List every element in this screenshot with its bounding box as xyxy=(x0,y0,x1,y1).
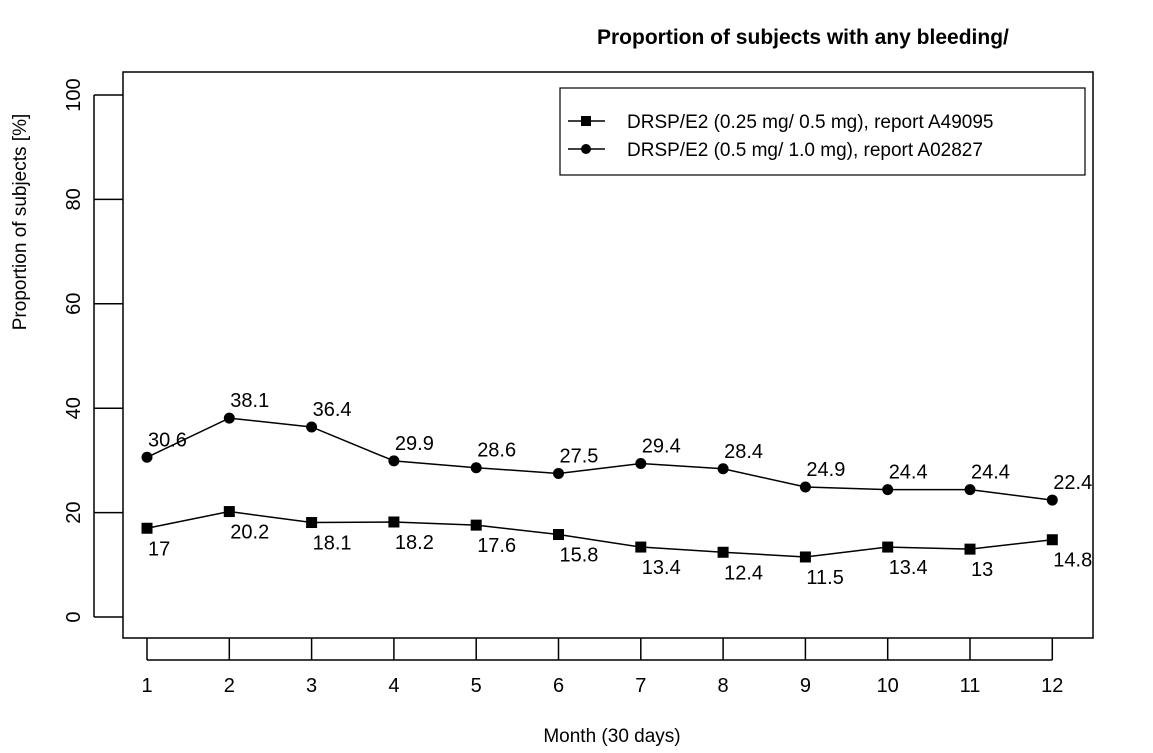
x-tick-label: 10 xyxy=(877,675,899,697)
data-label: 14.8 xyxy=(1053,550,1092,572)
data-point xyxy=(306,517,318,529)
data-label: 17 xyxy=(148,538,170,560)
data-point xyxy=(388,516,400,528)
series-line-1 xyxy=(146,510,1053,558)
data-point xyxy=(964,484,976,496)
data-point xyxy=(388,455,400,467)
data-label: 28.4 xyxy=(724,441,763,463)
data-label: 18.1 xyxy=(313,533,352,555)
x-tick-label: 3 xyxy=(306,675,317,697)
y-tick-label: 0 xyxy=(63,611,85,622)
data-label: 36.4 xyxy=(313,399,352,421)
x-tick-label: 4 xyxy=(388,675,399,697)
data-label: 22.4 xyxy=(1053,472,1092,494)
data-point xyxy=(470,519,482,531)
data-point xyxy=(553,467,564,479)
y-tick-label: 100 xyxy=(63,78,85,111)
data-point xyxy=(223,412,235,424)
chart-title: Proportion of subjects with any bleeding… xyxy=(597,26,1009,49)
data-label: 18.2 xyxy=(395,532,434,554)
x-tick-label: 11 xyxy=(960,675,981,697)
legend-label-series-2: DRSP/E2 (0.5 mg/ 1.0 mg), report A02827 xyxy=(627,140,983,161)
data-point xyxy=(635,458,647,470)
y-axis-title: Proportion of subjects [%] xyxy=(10,114,31,331)
data-point xyxy=(717,463,729,475)
x-axis-title: Month (30 days) xyxy=(543,726,680,747)
data-label: 17.6 xyxy=(477,535,516,557)
legend-marker-series-2 xyxy=(581,144,591,154)
data-point xyxy=(470,462,482,474)
data-label: 30.6 xyxy=(148,429,187,451)
data-label: 29.9 xyxy=(395,433,434,455)
legend-marker-series-1 xyxy=(581,116,591,126)
data-point xyxy=(141,522,153,534)
data-point xyxy=(141,451,153,463)
data-label: 24.9 xyxy=(806,459,845,481)
legend-box xyxy=(559,87,1086,176)
x-tick-label: 8 xyxy=(718,675,729,697)
x-tick-label: 5 xyxy=(471,675,482,697)
legend-label-series-1: DRSP/E2 (0.25 mg/ 0.5 mg), report A49095 xyxy=(627,112,993,133)
x-tick-label: 1 xyxy=(141,675,152,697)
data-label: 38.1 xyxy=(230,390,269,412)
data-point xyxy=(1046,494,1058,506)
data-label: 12.4 xyxy=(724,562,763,584)
y-tick-label: 20 xyxy=(63,501,85,523)
y-tick-label: 60 xyxy=(63,293,85,315)
data-label: 29.4 xyxy=(642,436,681,458)
data-label: 24.4 xyxy=(971,462,1010,484)
data-label-layer: 17 20.2 18.1 18.2 17.6 15.8 13.4 12.4 11.5 13.4 13… xyxy=(148,390,1092,589)
data-label: 13.4 xyxy=(889,557,928,579)
plot-frame xyxy=(122,71,1094,639)
data-label: 13.4 xyxy=(642,557,681,579)
series-line-2 xyxy=(146,417,1053,501)
data-label: 28.6 xyxy=(477,440,516,462)
x-tick-label: 2 xyxy=(224,675,235,697)
data-label: 11.5 xyxy=(806,567,843,589)
data-point xyxy=(799,551,811,563)
data-point xyxy=(882,541,894,553)
x-axis: 1 2 3 4 5 6 7 8 9 10 11 12 xyxy=(141,638,1063,697)
data-label: 15.8 xyxy=(560,545,599,567)
data-point xyxy=(799,481,811,493)
y-tick-label: 40 xyxy=(63,397,85,419)
data-point xyxy=(553,529,564,541)
data-point xyxy=(635,541,647,553)
data-point xyxy=(1046,534,1058,546)
x-tick-label: 12 xyxy=(1041,675,1063,697)
legend: DRSP/E2 (0.25 mg/ 0.5 mg), report A49095… xyxy=(559,87,1086,176)
data-point xyxy=(223,506,235,518)
x-tick-label: 7 xyxy=(635,675,646,697)
data-label: 27.5 xyxy=(560,445,599,467)
y-axis: 0 20 40 60 80 100 xyxy=(63,78,123,623)
x-tick-label: 9 xyxy=(800,675,811,697)
data-label: 24.4 xyxy=(889,462,928,484)
data-point xyxy=(964,543,976,555)
data-point xyxy=(717,546,729,558)
data-label: 20.2 xyxy=(230,522,269,544)
x-tick-label: 6 xyxy=(553,675,564,697)
y-tick-label: 80 xyxy=(63,188,85,210)
series-layer xyxy=(141,412,1058,563)
data-label: 13 xyxy=(971,559,993,581)
data-point xyxy=(306,421,318,433)
data-point xyxy=(882,484,894,496)
